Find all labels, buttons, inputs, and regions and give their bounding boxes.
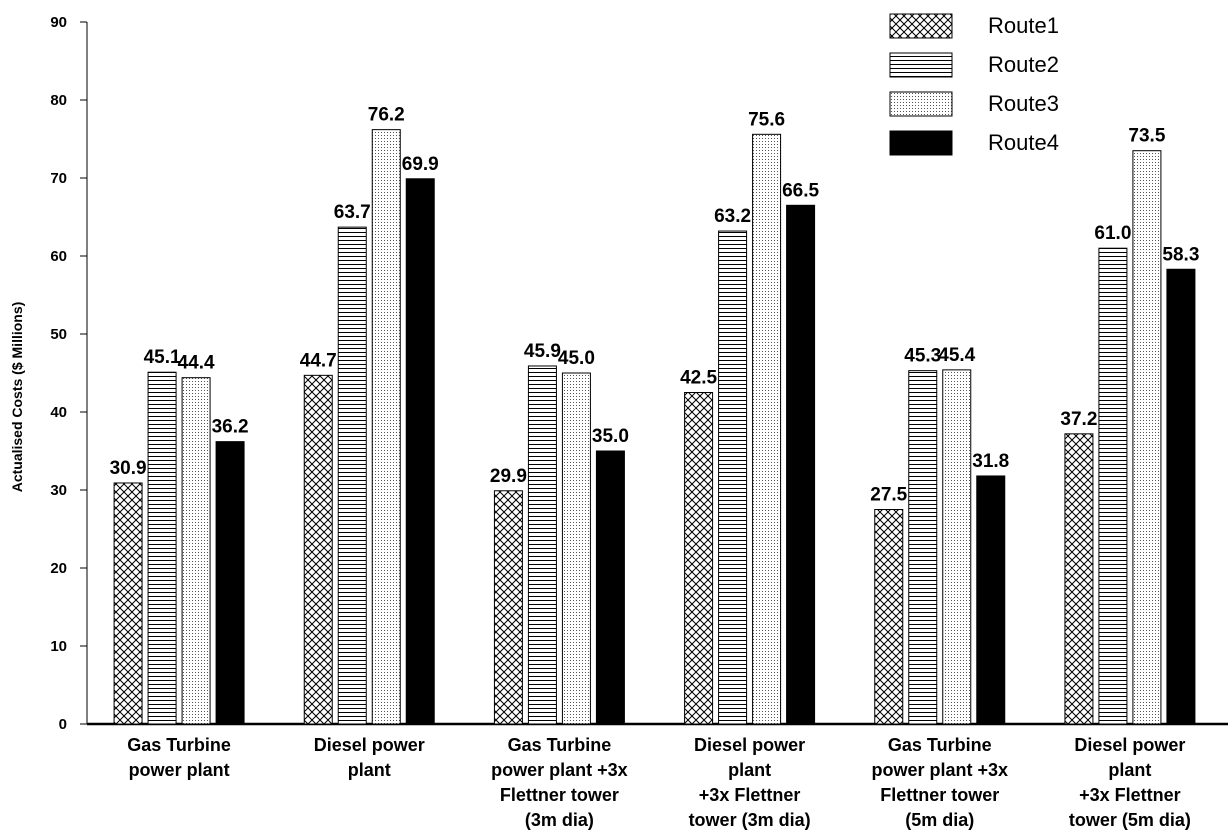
legend: Route1 Route2 Route3 Route4	[889, 13, 1059, 156]
y-tick-label: 40	[50, 404, 67, 421]
legend-swatch-route1	[889, 13, 953, 39]
legend-swatch-route4	[889, 130, 953, 156]
legend-label: Route2	[988, 52, 1059, 77]
bar-route2-4	[908, 370, 938, 725]
bar-route3-4	[942, 369, 972, 725]
value-label: 66.5	[782, 180, 819, 201]
value-label: 36.2	[212, 417, 249, 438]
value-label: 45.0	[558, 348, 595, 369]
value-label: 29.9	[490, 466, 527, 487]
value-label: 30.9	[110, 458, 147, 479]
bar-route1-3	[684, 392, 714, 725]
bar-route4-5	[1166, 268, 1196, 725]
bar-route1-5	[1064, 433, 1094, 725]
category-label: Diesel power plant +3x Flettner tower (5m d…	[1069, 735, 1191, 830]
bar-route1-2	[493, 490, 523, 725]
bars	[113, 129, 1196, 725]
legend-label: Route1	[988, 13, 1059, 38]
bar-route2-0	[147, 371, 177, 725]
category-label: Gas Turbine power plant +3x Flettner tower…	[491, 735, 628, 830]
legend-label: Route4	[988, 130, 1059, 155]
bar-route3-2	[561, 372, 591, 725]
value-label: 42.5	[680, 368, 717, 389]
value-label: 35.0	[592, 426, 629, 447]
bar-route1-1	[303, 374, 333, 725]
value-label: 31.8	[972, 451, 1009, 472]
legend-label: Route3	[988, 91, 1059, 116]
category-label: Diesel power plant +3x Flettner tower (3m d…	[689, 735, 811, 830]
value-label: 45.4	[938, 345, 975, 366]
value-label: 75.6	[748, 109, 785, 130]
bar-route3-0	[181, 377, 211, 725]
value-label: 63.2	[714, 206, 751, 227]
category-labels: Gas Turbine power plant Diesel power plant G…	[127, 735, 1191, 830]
value-label: 69.9	[402, 154, 439, 175]
category-label: Gas Turbine power plant	[127, 735, 231, 780]
value-label: 44.7	[300, 350, 337, 371]
category-label: Diesel power plant	[314, 735, 425, 780]
y-tick-label: 50	[50, 326, 67, 343]
y-tick-label: 10	[50, 638, 67, 655]
y-tick-label: 20	[50, 560, 67, 577]
bar-route3-1	[371, 129, 401, 725]
value-label: 44.4	[178, 353, 215, 374]
value-label: 73.5	[1128, 126, 1165, 147]
bar-route4-4	[976, 475, 1006, 725]
y-tick-label: 70	[50, 170, 67, 187]
bar-route1-4	[874, 509, 904, 725]
value-label: 45.3	[904, 346, 941, 367]
value-label: 76.2	[368, 105, 405, 126]
value-label: 61.0	[1094, 223, 1131, 244]
bar-route2-1	[337, 226, 367, 725]
bar-route4-1	[405, 178, 435, 725]
legend-swatch-route3	[889, 91, 953, 117]
bar-route2-2	[527, 365, 557, 725]
y-tick-label: 90	[50, 14, 67, 31]
y-tick-label: 80	[50, 92, 67, 109]
bar-route4-0	[215, 441, 245, 725]
value-label: 63.7	[334, 202, 371, 223]
value-labels: 30.9 44.7 29.9 42.5 27.5 37.2 45.1 63.7 45.9 63.2…	[110, 105, 1200, 506]
y-tick-label: 60	[50, 248, 67, 265]
bar-route2-3	[718, 230, 748, 725]
bar-route4-2	[595, 450, 625, 725]
value-label: 37.2	[1060, 409, 1097, 430]
bar-route2-5	[1098, 247, 1128, 725]
category-label: Gas Turbine power plant +3x Flettner tower…	[871, 735, 1008, 830]
value-label: 45.1	[144, 347, 181, 368]
bar-route3-3	[752, 133, 782, 725]
legend-swatch-route2	[889, 52, 953, 78]
bar-route3-5	[1132, 150, 1162, 725]
y-tick-label: 30	[50, 482, 67, 499]
y-axis: 0 10 20 30 40 50 60 70 80 90	[50, 14, 1228, 733]
bar-route1-0	[113, 482, 143, 725]
value-label: 45.9	[524, 341, 561, 362]
y-tick-label: 0	[59, 716, 67, 733]
bar-route4-3	[786, 204, 816, 725]
value-label: 58.3	[1162, 244, 1199, 265]
y-axis-title: Actualised Costs ($ Millions)	[9, 302, 25, 493]
value-label: 27.5	[870, 485, 907, 506]
